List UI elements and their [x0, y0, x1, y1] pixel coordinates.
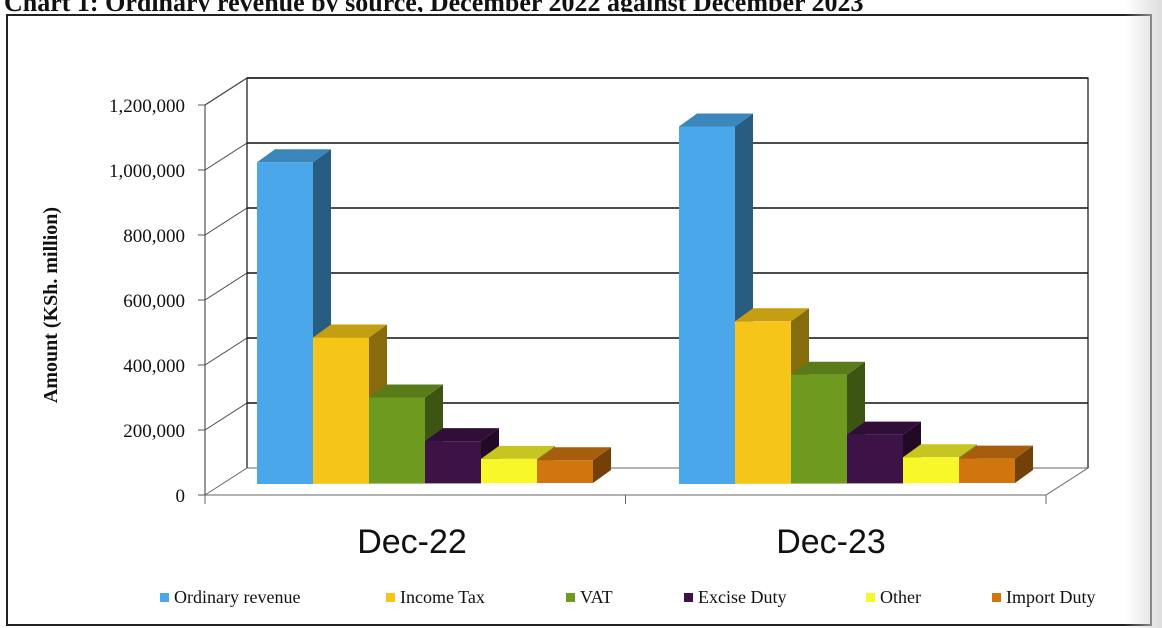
y-tick-label: 400,000 [123, 356, 185, 377]
y-tick-label: 1,000,000 [109, 161, 185, 182]
legend-label: Import Duty [1006, 587, 1096, 607]
bar-top [903, 444, 977, 458]
bar-top [959, 445, 1033, 459]
gridline-side [204, 142, 248, 171]
legend-swatch [160, 593, 169, 602]
bar-front [369, 397, 425, 484]
scan-shadow [1124, 0, 1162, 628]
bars [257, 113, 1033, 484]
bar-front [481, 458, 537, 484]
category-label: Dec-23 [776, 523, 886, 561]
y-tick-label: 800,000 [123, 226, 185, 247]
bar-front [903, 457, 959, 484]
legend-item: Import Duty [992, 587, 1096, 607]
legend-label: Excise Duty [698, 587, 786, 607]
bar-side [1015, 445, 1033, 483]
y-tick-label: 1,200,000 [109, 96, 185, 117]
bar-front [959, 458, 1015, 483]
legend-item: Ordinary revenue [160, 587, 300, 607]
bar-top [369, 384, 443, 398]
bar [959, 445, 1033, 483]
gridline-side [204, 402, 248, 431]
bar-front [537, 460, 593, 483]
legend-swatch [386, 593, 395, 602]
clipped-caption-fragment: Chart 1: Ordinary revenue by source, Dec… [0, 0, 1162, 12]
gridline-side [204, 337, 248, 366]
legend-swatch [992, 593, 1001, 602]
bar-top [679, 113, 753, 127]
bar-front [425, 441, 481, 484]
legend-swatch [566, 593, 575, 602]
x-axis-categories: Dec-22 Dec-23 [357, 523, 886, 561]
legend-label: Income Tax [400, 587, 485, 607]
legend: Ordinary revenue Income Tax VAT Excise Duty… [160, 587, 1096, 607]
bar-top [791, 361, 865, 375]
category-label: Dec-22 [357, 523, 467, 561]
legend-item: Income Tax [386, 587, 485, 607]
y-axis-label: Amount (KSh. million) [40, 207, 62, 403]
y-axis-ticks: 0 200,000 400,000 600,000 800,000 1,000,000 1,… [109, 96, 205, 507]
y-tick-label: 200,000 [123, 421, 185, 442]
legend-label: Other [880, 587, 921, 607]
legend-item: VAT [566, 587, 613, 607]
legend-swatch [684, 593, 693, 602]
bar-front [791, 374, 847, 484]
legend-swatch [866, 593, 875, 602]
bar-top [313, 324, 387, 338]
chart-floor [203, 467, 1090, 496]
y-tick-label: 0 [176, 486, 186, 507]
legend-label: Ordinary revenue [174, 587, 300, 607]
bar-front [313, 337, 369, 484]
bar-front [679, 126, 735, 484]
bar-front [257, 162, 313, 484]
bar [481, 445, 555, 484]
legend-item: Excise Duty [684, 587, 786, 607]
bar-top [735, 308, 809, 322]
bar [313, 324, 387, 484]
bar-top [257, 149, 331, 163]
bar-top [481, 445, 555, 459]
y-tick-label: 600,000 [123, 291, 185, 312]
bar-side [593, 447, 611, 483]
bar [537, 447, 611, 483]
bar-front [847, 434, 903, 484]
bar-front [735, 321, 791, 484]
legend-item: Other [866, 587, 921, 607]
bar-top [425, 428, 499, 442]
gridline-side [204, 77, 248, 106]
bar-top [537, 447, 611, 461]
bar-top [847, 421, 921, 435]
gridline-side [204, 207, 248, 236]
gridline-side [204, 272, 248, 301]
legend-label: VAT [580, 587, 613, 607]
